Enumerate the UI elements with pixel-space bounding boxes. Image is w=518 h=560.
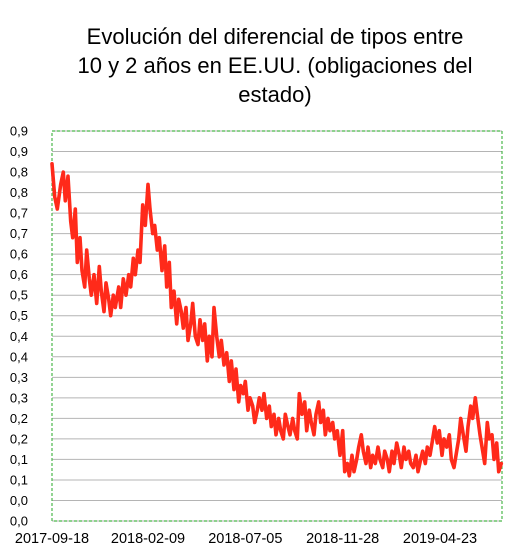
y-tick-label: 0,0 <box>10 514 28 529</box>
chart-title-line-1: Evolución del diferencial de tipos entre <box>86 24 464 49</box>
y-tick-label: 0,2 <box>10 411 28 426</box>
series-group <box>50 162 504 478</box>
x-tick-label: 2018-02-09 <box>111 531 185 547</box>
y-tick-label: 0,4 <box>10 329 28 344</box>
x-tick-label: 2018-11-28 <box>306 531 379 547</box>
x-tick-label: 2017-09-18 <box>15 531 89 547</box>
series-line-1 <box>50 162 504 478</box>
y-tick-label: 0,4 <box>10 349 28 364</box>
x-axis-tick-labels: 2017-09-18 2018-02-09 2018-07-05 2018-11-28… <box>15 531 477 547</box>
y-tick-label: 0,1 <box>10 472 28 487</box>
gridlines <box>52 130 502 522</box>
y-tick-label: 0,6 <box>10 247 28 262</box>
y-tick-label: 0,9 <box>10 144 28 159</box>
chart-title: Evolución del diferencial de tipos entre… <box>40 22 510 109</box>
y-tick-label: 0,7 <box>10 206 28 221</box>
x-tick-label: 2019-04-23 <box>403 531 477 547</box>
y-tick-label: 0,0 <box>10 493 28 508</box>
y-tick-label: 0,8 <box>10 185 28 200</box>
y-tick-label: 0,5 <box>10 288 28 303</box>
y-tick-label: 0,3 <box>10 370 28 385</box>
y-tick-label: 0,8 <box>10 165 28 180</box>
y-axis-tick-labels: 0,0 0,0 0,1 0,1 0,2 0,2 0,3 0,3 0,4 0,4 0,5 0,5 0,6 0… <box>10 124 28 529</box>
y-tick-label: 0,2 <box>10 431 28 446</box>
y-tick-label: 0,9 <box>10 124 28 139</box>
y-tick-label: 0,1 <box>10 452 28 467</box>
y-tick-label: 0,5 <box>10 308 28 323</box>
chart-title-line-2: 10 y 2 años en EE.UU. (obligaciones del <box>77 53 473 78</box>
chart-title-line-3: estado) <box>238 82 312 107</box>
plot-area-frame <box>51 130 503 522</box>
y-tick-label: 0,7 <box>10 226 28 241</box>
y-tick-label: 0,6 <box>10 267 28 282</box>
y-tick-label: 0,3 <box>10 390 28 405</box>
x-tick-label: 2018-07-05 <box>208 531 282 547</box>
